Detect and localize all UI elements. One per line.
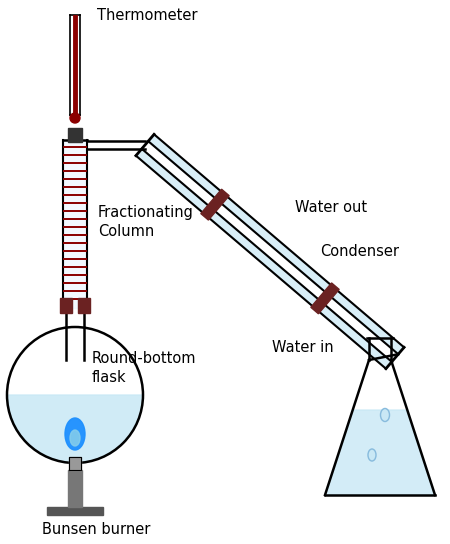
Circle shape [70, 113, 80, 123]
Text: Water out: Water out [295, 200, 367, 214]
Polygon shape [47, 507, 103, 515]
Ellipse shape [368, 449, 376, 461]
Polygon shape [78, 298, 90, 313]
Polygon shape [148, 134, 404, 354]
Polygon shape [201, 189, 229, 220]
Polygon shape [7, 395, 143, 463]
Text: Condenser: Condenser [320, 244, 399, 259]
Text: Fractionating
Column: Fractionating Column [98, 205, 194, 239]
Text: Water in: Water in [272, 341, 333, 355]
Polygon shape [136, 149, 392, 369]
Ellipse shape [65, 418, 85, 450]
Polygon shape [60, 298, 72, 313]
Polygon shape [69, 457, 81, 470]
Ellipse shape [381, 409, 390, 422]
Polygon shape [68, 128, 82, 142]
Ellipse shape [70, 430, 80, 446]
Polygon shape [325, 410, 435, 495]
Polygon shape [311, 283, 339, 314]
Polygon shape [63, 140, 87, 308]
Text: Round-bottom
flask: Round-bottom flask [92, 351, 197, 385]
Text: Bunsen burner: Bunsen burner [42, 522, 150, 537]
Polygon shape [68, 470, 82, 507]
Text: Thermometer: Thermometer [97, 8, 198, 22]
